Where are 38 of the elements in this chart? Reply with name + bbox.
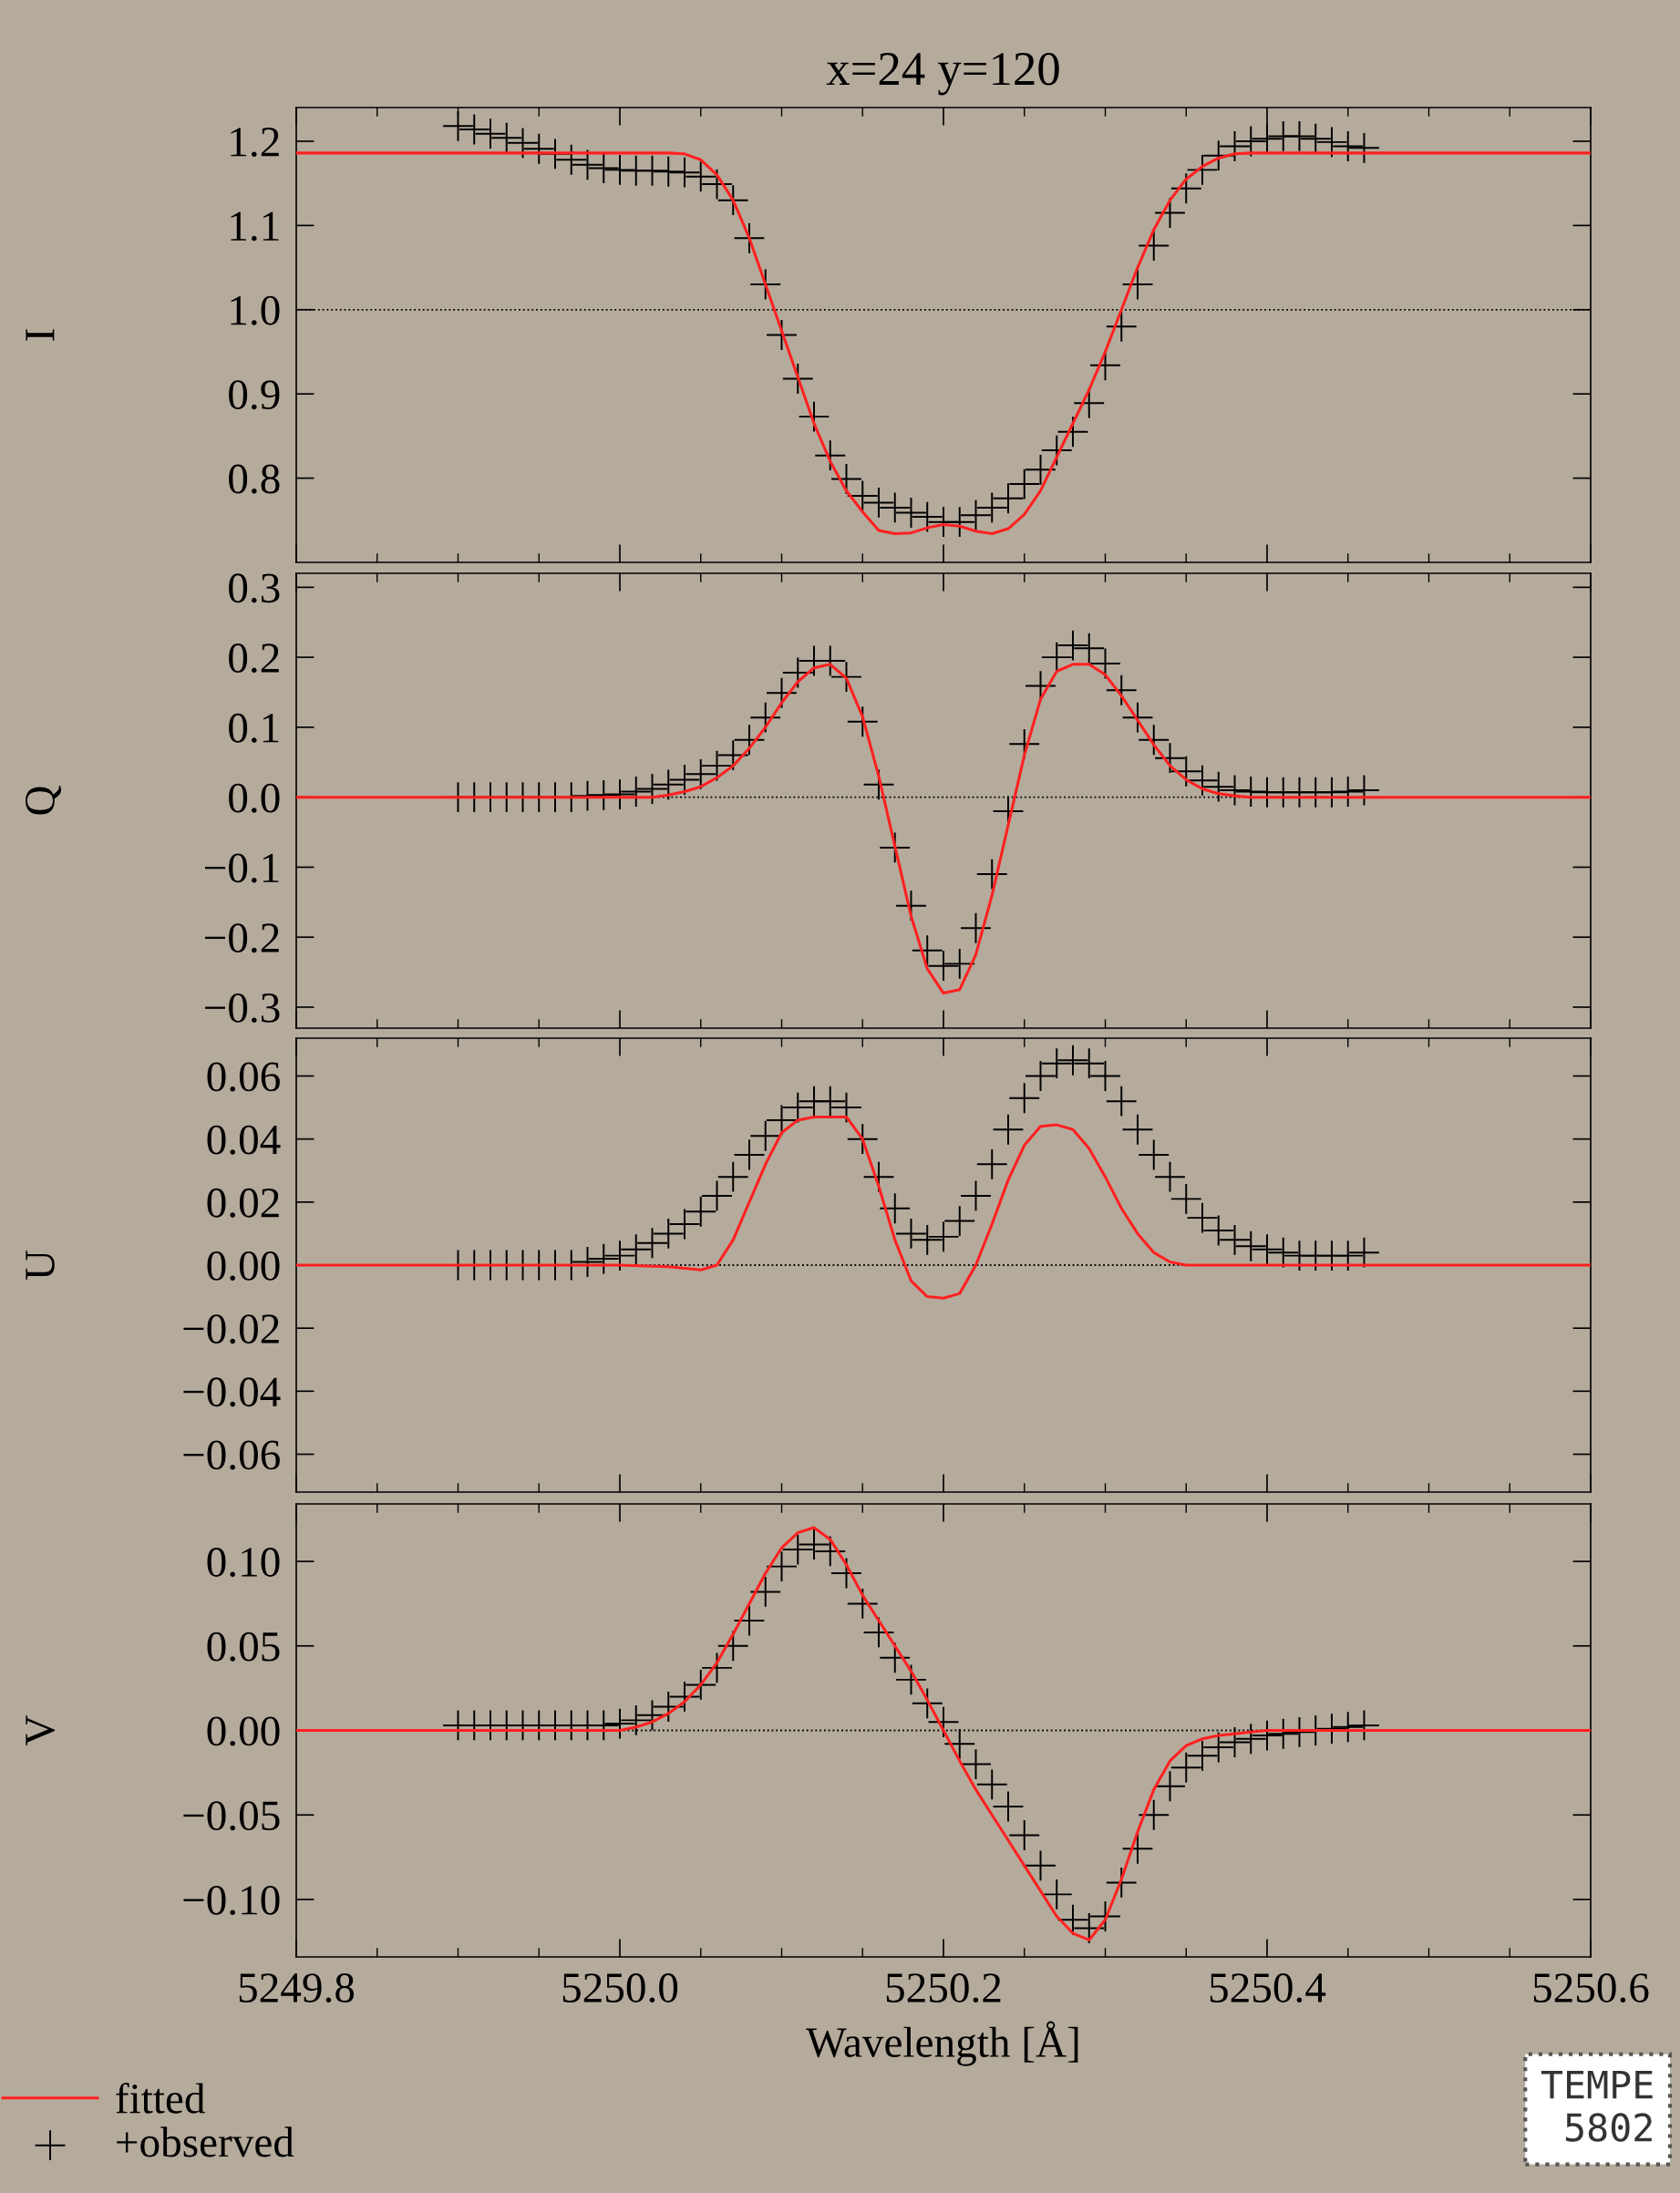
y-axis-title: U bbox=[26, 1250, 55, 1281]
y-tick-label: −0.05 bbox=[183, 1801, 280, 1831]
chart-title: x=24 y=120 bbox=[826, 52, 1059, 96]
y-tick-label: 0.3 bbox=[229, 573, 280, 603]
x-tick-label: 5249.8 bbox=[239, 1973, 355, 2003]
y-axis-title: V bbox=[26, 1714, 56, 1746]
legend-label: +observed bbox=[117, 2126, 294, 2157]
y-tick-label: 0.05 bbox=[207, 1632, 280, 1662]
y-tick-label: 0.00 bbox=[207, 1716, 280, 1746]
y-tick-label: −0.04 bbox=[183, 1377, 281, 1407]
y-tick-label: 1.1 bbox=[231, 211, 279, 242]
y-tick-label: −0.2 bbox=[205, 923, 279, 953]
y-tick-label: 0.8 bbox=[229, 464, 280, 494]
y-tick-label: 0.06 bbox=[207, 1062, 280, 1092]
x-tick-label: 5250.4 bbox=[1210, 1973, 1326, 2003]
y-tick-label: 0.10 bbox=[207, 1548, 280, 1578]
text: TEMPE 5802 bbox=[1541, 2070, 1653, 2142]
y-axis-title: I bbox=[26, 329, 55, 341]
y-tick-label: 0.2 bbox=[229, 643, 279, 674]
y-tick-label: 1.0 bbox=[231, 295, 280, 325]
y-tick-label: 0.1 bbox=[229, 713, 279, 743]
y-tick-label: −0.06 bbox=[183, 1440, 280, 1470]
y-tick-label: −0.02 bbox=[183, 1314, 279, 1344]
x-axis-title: Wavelength [Å] bbox=[806, 2021, 1078, 2066]
y-tick-label: −0.1 bbox=[205, 853, 279, 883]
legend-label: fitted bbox=[116, 2082, 205, 2114]
x-tick-label: 5250.6 bbox=[1533, 1973, 1649, 2003]
y-tick-label: −0.3 bbox=[205, 993, 280, 1024]
x-tick-label: 5250.2 bbox=[886, 1973, 1001, 2003]
x-tick-label: 5250.0 bbox=[562, 1973, 678, 2003]
y-tick-label: 0.04 bbox=[207, 1125, 281, 1155]
y-tick-label: −0.10 bbox=[183, 1885, 280, 1915]
y-tick-label: 0.0 bbox=[229, 783, 280, 813]
y-axis-title: Q bbox=[26, 786, 61, 815]
y-tick-label: 0.00 bbox=[207, 1251, 280, 1282]
y-tick-label: 1.2 bbox=[231, 128, 279, 158]
y-tick-label: 0.9 bbox=[229, 380, 280, 410]
y-tick-label: 0.02 bbox=[207, 1188, 279, 1218]
